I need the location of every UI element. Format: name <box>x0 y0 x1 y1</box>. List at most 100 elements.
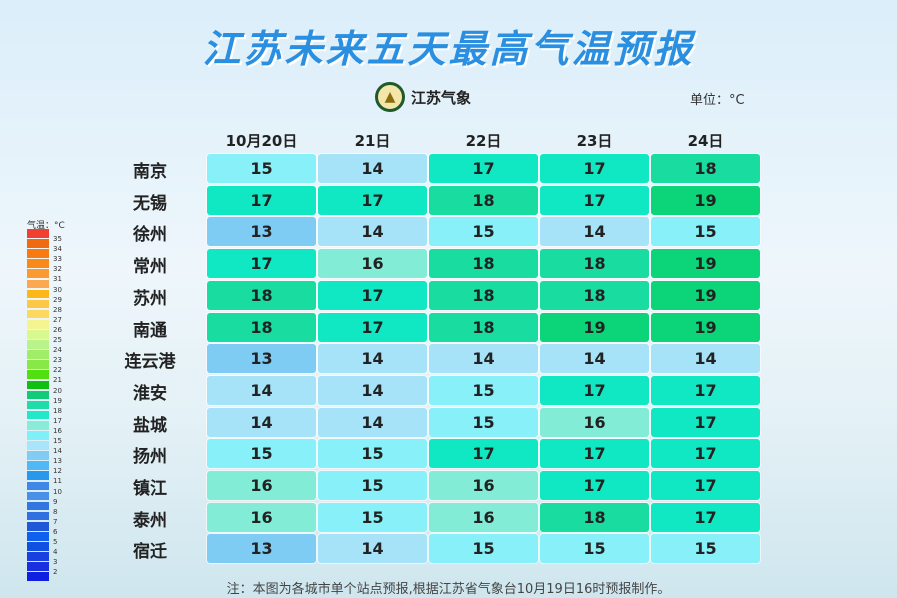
temperature-cell: 17 <box>318 312 427 342</box>
legend-label: 21 <box>53 376 62 385</box>
footnote: 注：本图为各城市单个站点预报,根据江苏省气象台10月19日16时预报制作。 <box>226 582 671 597</box>
temperature-cell: 17 <box>540 439 649 469</box>
legend-swatch <box>27 471 49 481</box>
temperature-cell: 16 <box>207 502 316 532</box>
column-header: 23日 <box>576 132 613 150</box>
legend-swatch <box>27 542 49 551</box>
temperature-cell: 18 <box>429 280 538 310</box>
row-city-label: 宿迁 <box>133 542 167 563</box>
legend-swatch <box>27 330 49 339</box>
legend-label: 25 <box>53 336 62 344</box>
temperature-cell: 17 <box>651 471 760 500</box>
temperature-cell: 17 <box>651 407 760 437</box>
legend-label: 4 <box>53 548 58 557</box>
temperature-cell: 14 <box>318 344 427 374</box>
logo-text: 江苏气象 <box>411 88 472 107</box>
legend-swatch <box>27 461 49 470</box>
temperature-cell: 15 <box>651 534 760 564</box>
temperature-cell: 17 <box>429 154 538 183</box>
row-city-label: 南通 <box>133 320 167 341</box>
legend-label: 9 <box>53 497 58 506</box>
temperature-cell: 16 <box>540 407 649 437</box>
legend-title: 气温：°C <box>27 221 65 231</box>
legend-label: 2 <box>53 568 58 577</box>
temperature-cell: 14 <box>207 407 316 437</box>
legend-swatch <box>27 451 49 460</box>
temperature-cell: 17 <box>540 471 649 500</box>
temperature-cell: 19 <box>651 312 760 342</box>
temperature-cell: 15 <box>540 534 649 564</box>
legend-swatch <box>27 319 49 329</box>
temperature-cell: 14 <box>318 154 427 183</box>
legend-swatch <box>27 269 49 279</box>
row-city-label: 镇江 <box>133 479 167 499</box>
legend-label: 19 <box>53 396 62 405</box>
legend-label: 11 <box>53 477 62 486</box>
temperature-cell: 15 <box>429 534 538 564</box>
temperature-cell: 17 <box>429 439 538 469</box>
legend-label: 5 <box>53 538 58 546</box>
legend-label: 23 <box>53 356 62 365</box>
legend-label: 15 <box>53 437 62 445</box>
temperature-cell: 15 <box>318 502 427 532</box>
legend-swatch <box>27 249 49 258</box>
temperature-cell: 19 <box>651 185 760 215</box>
temperature-cell: 17 <box>540 154 649 183</box>
legend-swatch <box>27 572 49 582</box>
temperature-cell: 14 <box>540 217 649 247</box>
row-city-label: 常州 <box>133 257 167 278</box>
legend-label: 27 <box>53 315 62 324</box>
column-header: 21日 <box>354 132 391 150</box>
row-city-label: 徐州 <box>133 225 167 246</box>
legend-swatch <box>27 410 49 420</box>
legend-label: 34 <box>53 245 62 254</box>
temperature-cell: 16 <box>429 471 538 500</box>
legend-swatch <box>27 370 49 380</box>
temperature-cell: 14 <box>651 344 760 374</box>
temperature-cell: 14 <box>318 375 427 405</box>
page-title: 江苏未来五天最高气温预报 <box>202 27 695 71</box>
temperature-cell: 15 <box>651 217 760 247</box>
legend-swatch <box>27 481 49 491</box>
temperature-cell: 19 <box>651 249 760 279</box>
legend-label: 30 <box>53 285 62 294</box>
temperature-cell: 15 <box>207 154 316 183</box>
legend-swatch <box>27 239 49 248</box>
legend-label: 33 <box>53 255 62 264</box>
row-city-label: 南京 <box>133 162 167 182</box>
temperature-cell: 17 <box>651 375 760 405</box>
legend-swatch <box>27 390 49 400</box>
temperature-cell: 18 <box>651 154 760 183</box>
legend-label: 29 <box>53 295 62 304</box>
temperature-cell: 17 <box>318 185 427 215</box>
legend-swatch <box>27 360 49 369</box>
temperature-cell: 18 <box>540 502 649 532</box>
temperature-cell: 14 <box>318 534 427 564</box>
temperature-cell: 18 <box>429 249 538 279</box>
row-city-label: 无锡 <box>133 193 167 214</box>
row-city-label: 淮安 <box>133 383 167 404</box>
temperature-cell: 18 <box>207 280 316 310</box>
temperature-cell: 15 <box>318 439 427 469</box>
temperature-cell: 15 <box>207 439 316 469</box>
temperature-cell: 18 <box>429 312 538 342</box>
temperature-cell: 15 <box>318 471 427 500</box>
column-header: 10月20日 <box>225 132 298 150</box>
temperature-cell: 16 <box>318 249 427 279</box>
temperature-cell: 17 <box>207 249 316 279</box>
legend-label: 6 <box>53 527 58 536</box>
legend-swatch <box>27 400 49 410</box>
temperature-cell: 19 <box>651 280 760 310</box>
legend-label: 18 <box>53 406 62 415</box>
legend-label: 12 <box>53 467 62 476</box>
temperature-cell: 14 <box>207 375 316 405</box>
temperature-cell: 17 <box>651 439 760 469</box>
temperature-cell: 14 <box>318 217 427 247</box>
logo: ▲ 江苏气象 <box>375 82 471 112</box>
temperature-cell: 13 <box>207 534 316 564</box>
legend-swatch <box>27 309 49 319</box>
row-city-label: 泰州 <box>133 510 167 531</box>
legend-swatch <box>27 431 49 440</box>
legend-label: 22 <box>53 366 62 375</box>
legend-swatch <box>27 552 49 561</box>
